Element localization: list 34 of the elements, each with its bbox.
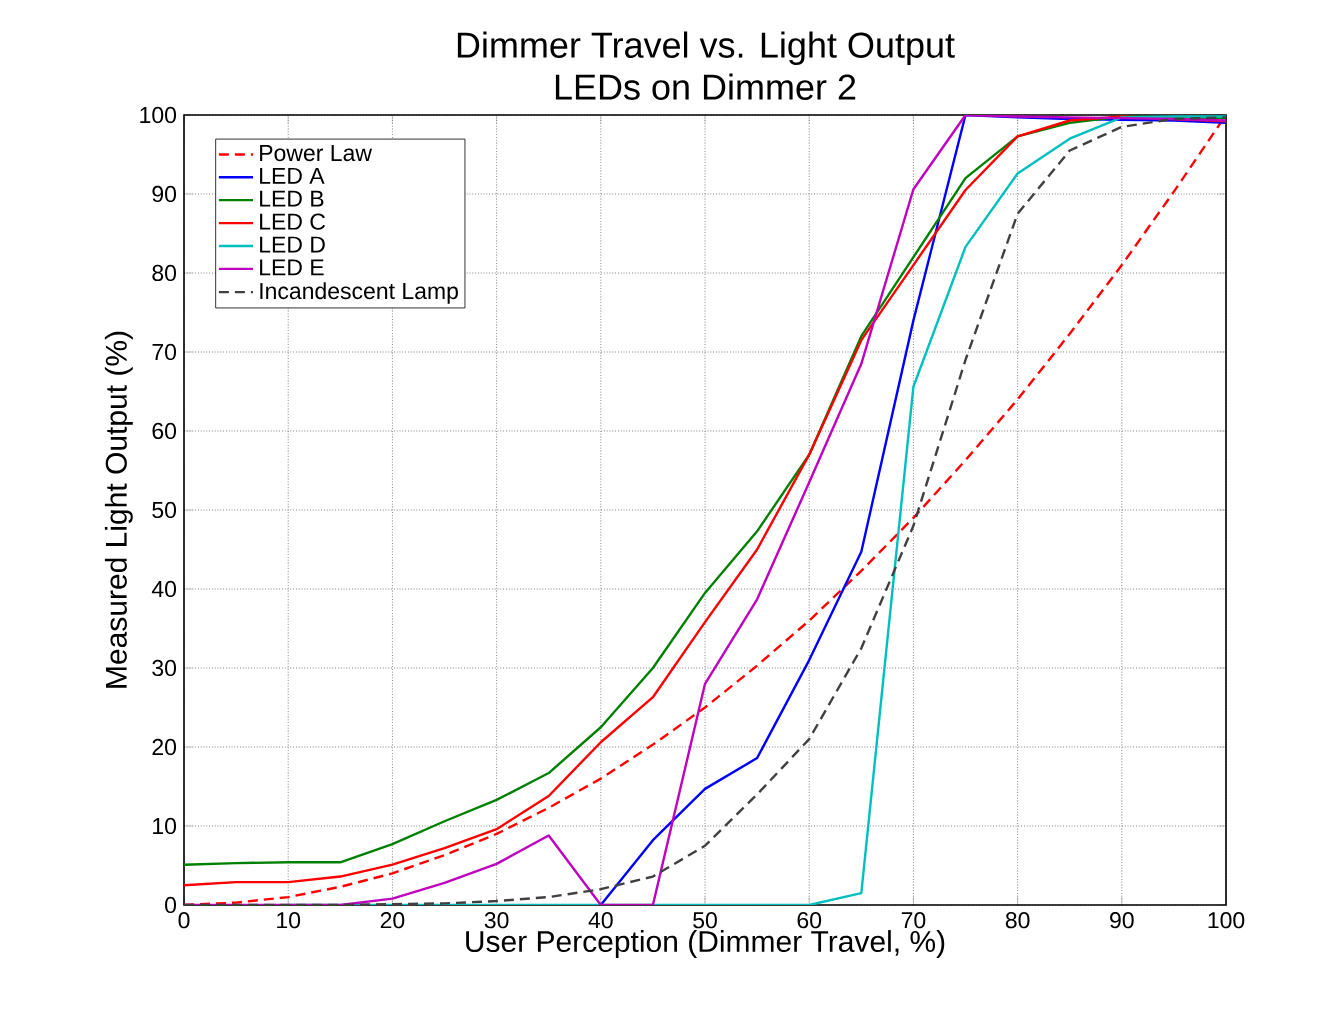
chart-title: Dimmer Travel vs. Light Output [457,31,955,66]
y-axis-title: Measured Light Output (%) [104,331,133,688]
y-tick-label: 70 [152,343,177,361]
legend-label: LED E [260,259,324,276]
x-tick-label: 40 [588,912,613,929]
y-tick-label: 30 [152,659,177,677]
x-tick-label: 60 [797,912,822,929]
legend-label: Power Law [260,145,372,162]
legend-label: LED B [260,190,324,207]
x-axis-title: User Perception (Dimmer Travel, %) [466,930,945,959]
y-tick-label: 100 [140,106,177,124]
y-tick-label: 40 [151,580,177,598]
legend-label: LED D [260,236,325,253]
line-series [599,114,1227,905]
legend-label: LED C [260,213,326,230]
x-tick-label: 80 [1005,912,1030,929]
chart-subtitle: LEDs on Dimmer 2 [555,73,856,100]
x-tick-label: 20 [380,912,405,929]
y-tick-label: 80 [152,264,177,282]
x-tick-label: 10 [277,912,301,929]
y-tick-label: 90 [152,185,177,203]
y-tick-label: 0 [165,896,177,914]
y-tick-label: 60 [152,422,177,440]
y-tick-label: 20 [152,738,177,756]
x-tick-label: 50 [693,912,717,929]
legend-label: LED A [260,167,325,184]
x-tick-label: 0 [178,912,190,929]
y-tick-label: 50 [152,501,177,519]
legend-label: Incandescent Lamp [260,282,458,304]
y-tick-label: 10 [153,817,177,835]
x-tick-label: 100 [1208,912,1245,929]
x-tick-label: 70 [901,912,926,929]
x-tick-label: 30 [484,912,509,929]
x-tick-label: 90 [1110,912,1134,929]
